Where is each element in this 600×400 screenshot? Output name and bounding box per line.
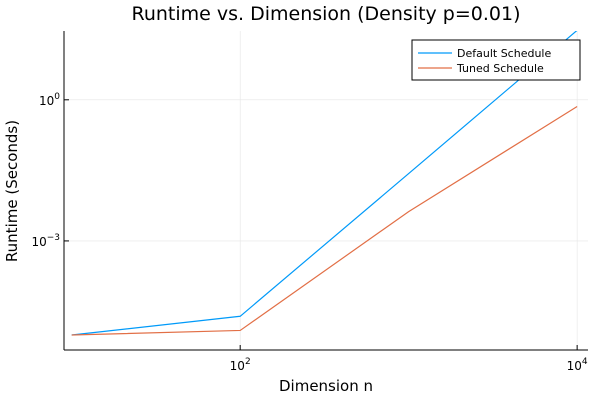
series-layer [71, 31, 578, 336]
legend: Default Schedule Tuned Schedule [411, 39, 581, 81]
legend-label-0: Default Schedule [457, 47, 551, 60]
y-tick-exponent: −3 [47, 233, 60, 243]
x-tick-exponent: 4 [582, 357, 588, 367]
y-tick-base: 10 [31, 235, 46, 249]
x-tick-base: 10 [567, 359, 582, 373]
y-tick-label: 10−3 [31, 233, 60, 249]
series-line-1 [71, 106, 578, 336]
x-axis-label: Dimension n [279, 377, 373, 395]
axes [63, 31, 588, 351]
series-line-0 [71, 31, 578, 336]
x-tick-label: 102 [230, 357, 251, 373]
legend-box [411, 39, 581, 81]
chart-title: Runtime vs. Dimension (Density p=0.01) [131, 3, 520, 25]
y-tick-base: 10 [39, 94, 54, 108]
grid [64, 31, 588, 350]
y-axis-label: Runtime (Seconds) [3, 120, 21, 262]
x-tick-label: 104 [567, 357, 588, 373]
y-tick-exponent: 0 [54, 92, 60, 102]
y-tick-label: 100 [39, 92, 60, 108]
x-tick-base: 10 [230, 359, 245, 373]
x-tick-exponent: 2 [245, 357, 251, 367]
legend-label-1: Tuned Schedule [456, 62, 544, 75]
